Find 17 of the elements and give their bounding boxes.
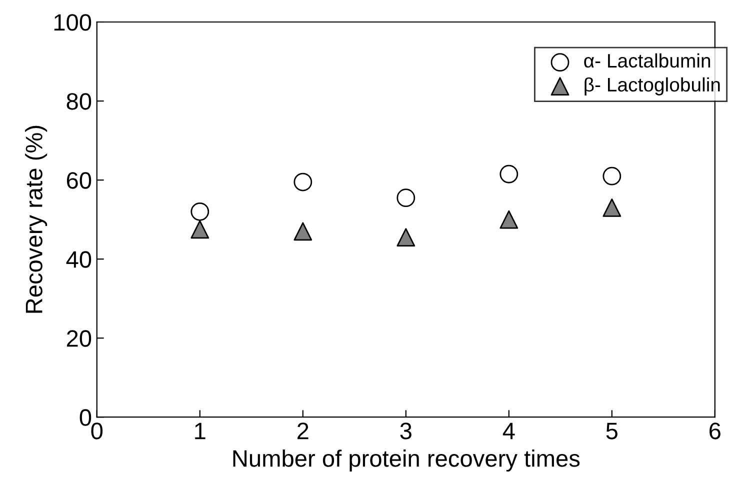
x-axis-title: Number of protein recovery times (233, 450, 580, 472)
x-tick-label: 2 (298, 422, 308, 440)
y-tick-label: 80 (66, 93, 92, 110)
legend-label: α- Lactalbumin (584, 53, 710, 68)
x-tick-label: 0 (91, 422, 103, 440)
x-tick-label: 4 (502, 422, 515, 440)
legend-label: β- Lactoglobulin (584, 77, 720, 96)
y-tick-label: 60 (66, 172, 92, 189)
y-tick-label: 40 (66, 251, 92, 268)
x-tick-label: 3 (400, 422, 412, 440)
y-tick-label: 20 (66, 330, 92, 347)
x-tick-label: 5 (606, 422, 618, 440)
x-tick-label: 1 (195, 422, 206, 440)
y-axis-title: Recovery rate (%) (25, 126, 48, 313)
y-tick-label: 0 (80, 409, 92, 426)
x-tick-label: 6 (710, 422, 720, 440)
y-tick-label: 100 (54, 14, 92, 31)
